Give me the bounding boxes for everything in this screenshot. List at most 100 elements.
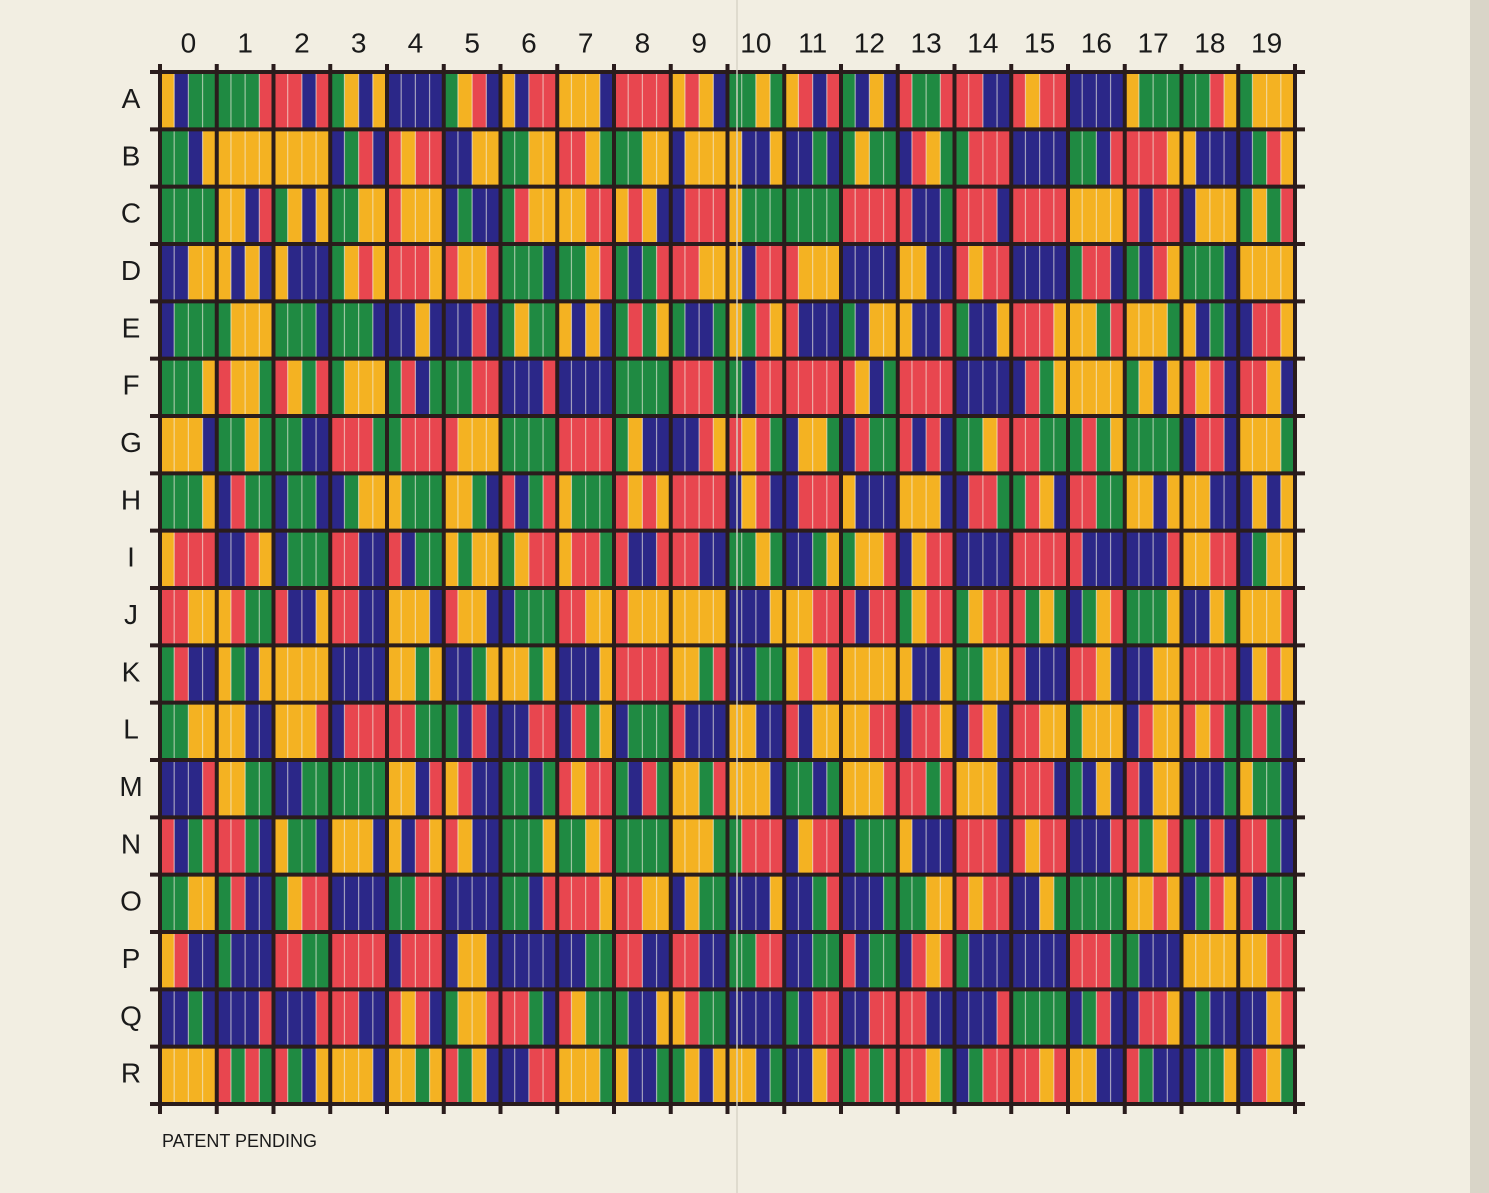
stripe bbox=[1025, 186, 1041, 244]
stripe bbox=[1138, 817, 1154, 875]
stripe bbox=[528, 874, 544, 932]
stripe bbox=[670, 874, 686, 932]
stripe bbox=[926, 989, 941, 1047]
stripe bbox=[1167, 702, 1182, 760]
stripe bbox=[656, 817, 672, 875]
stripe bbox=[1181, 588, 1197, 646]
stripe bbox=[1195, 129, 1211, 187]
stripe bbox=[1252, 530, 1268, 588]
stripe bbox=[670, 588, 686, 646]
stripe bbox=[755, 702, 771, 760]
stripe bbox=[1209, 301, 1225, 359]
stripe bbox=[372, 358, 388, 416]
stripe bbox=[160, 244, 175, 302]
stripe bbox=[160, 588, 175, 646]
stripe bbox=[1011, 473, 1026, 531]
stripe bbox=[358, 874, 374, 932]
stripe bbox=[1068, 358, 1083, 416]
stripe bbox=[997, 186, 1012, 244]
stripe bbox=[940, 702, 955, 760]
stripe bbox=[826, 473, 842, 531]
stripe bbox=[926, 645, 941, 703]
stripe bbox=[1082, 129, 1097, 187]
stripe bbox=[911, 874, 927, 932]
stripe bbox=[358, 186, 374, 244]
stripe bbox=[826, 874, 842, 932]
stripe bbox=[1266, 989, 1282, 1047]
stripe bbox=[585, 358, 601, 416]
stripe bbox=[642, 1046, 658, 1104]
stripe bbox=[415, 530, 431, 588]
stripe bbox=[897, 244, 913, 302]
stripe bbox=[1280, 358, 1296, 416]
stripe bbox=[259, 817, 274, 875]
stripe bbox=[358, 244, 374, 302]
stripe bbox=[528, 358, 544, 416]
stripe bbox=[514, 702, 530, 760]
stripe bbox=[316, 1046, 331, 1104]
stripe bbox=[188, 588, 204, 646]
stripe bbox=[755, 301, 771, 359]
stripe bbox=[982, 416, 998, 474]
stripe bbox=[230, 588, 246, 646]
stripe bbox=[997, 416, 1012, 474]
stripe bbox=[387, 72, 402, 130]
stripe bbox=[1110, 416, 1126, 474]
stripe bbox=[1181, 358, 1197, 416]
stripe bbox=[1053, 702, 1069, 760]
stripe bbox=[472, 874, 487, 932]
stripe bbox=[1124, 760, 1140, 818]
stripe bbox=[486, 416, 501, 474]
stripe bbox=[770, 645, 785, 703]
stripe bbox=[826, 588, 842, 646]
stripe bbox=[841, 932, 856, 990]
stripe bbox=[174, 358, 189, 416]
stripe bbox=[528, 244, 544, 302]
stripe bbox=[755, 588, 771, 646]
stripe bbox=[443, 129, 459, 187]
stripe bbox=[1238, 817, 1253, 875]
stripe bbox=[1238, 129, 1253, 187]
stripe bbox=[926, 301, 941, 359]
stripe bbox=[401, 473, 416, 531]
stripe bbox=[443, 702, 459, 760]
stripe bbox=[528, 473, 544, 531]
stripe bbox=[911, 989, 927, 1047]
stripe bbox=[245, 358, 260, 416]
stripe bbox=[1011, 588, 1026, 646]
stripe bbox=[741, 186, 757, 244]
stripe bbox=[770, 129, 785, 187]
stripe bbox=[1280, 1046, 1296, 1104]
stripe bbox=[741, 1046, 757, 1104]
stripe bbox=[514, 186, 530, 244]
stripe bbox=[557, 932, 572, 990]
stripe bbox=[330, 932, 345, 990]
stripe bbox=[259, 760, 274, 818]
stripe bbox=[1153, 301, 1168, 359]
stripe bbox=[1195, 588, 1211, 646]
stripe bbox=[202, 358, 218, 416]
stripe bbox=[642, 416, 658, 474]
stripe bbox=[883, 874, 899, 932]
stripe bbox=[755, 358, 771, 416]
stripe bbox=[599, 1046, 615, 1104]
stripe bbox=[826, 72, 842, 130]
stripe bbox=[741, 358, 757, 416]
stripe bbox=[727, 760, 743, 818]
stripe bbox=[713, 129, 728, 187]
stripe bbox=[415, 416, 431, 474]
stripe bbox=[429, 473, 445, 531]
stripe bbox=[557, 760, 572, 818]
row-label: I bbox=[127, 542, 135, 573]
stripe bbox=[1025, 358, 1041, 416]
stripe bbox=[543, 416, 558, 474]
stripe bbox=[1209, 186, 1225, 244]
stripe bbox=[614, 702, 629, 760]
stripe bbox=[770, 817, 785, 875]
stripe bbox=[897, 301, 913, 359]
stripe bbox=[1068, 186, 1083, 244]
stripe bbox=[259, 358, 274, 416]
stripe bbox=[1039, 989, 1055, 1047]
stripe bbox=[812, 129, 828, 187]
stripe bbox=[230, 244, 246, 302]
